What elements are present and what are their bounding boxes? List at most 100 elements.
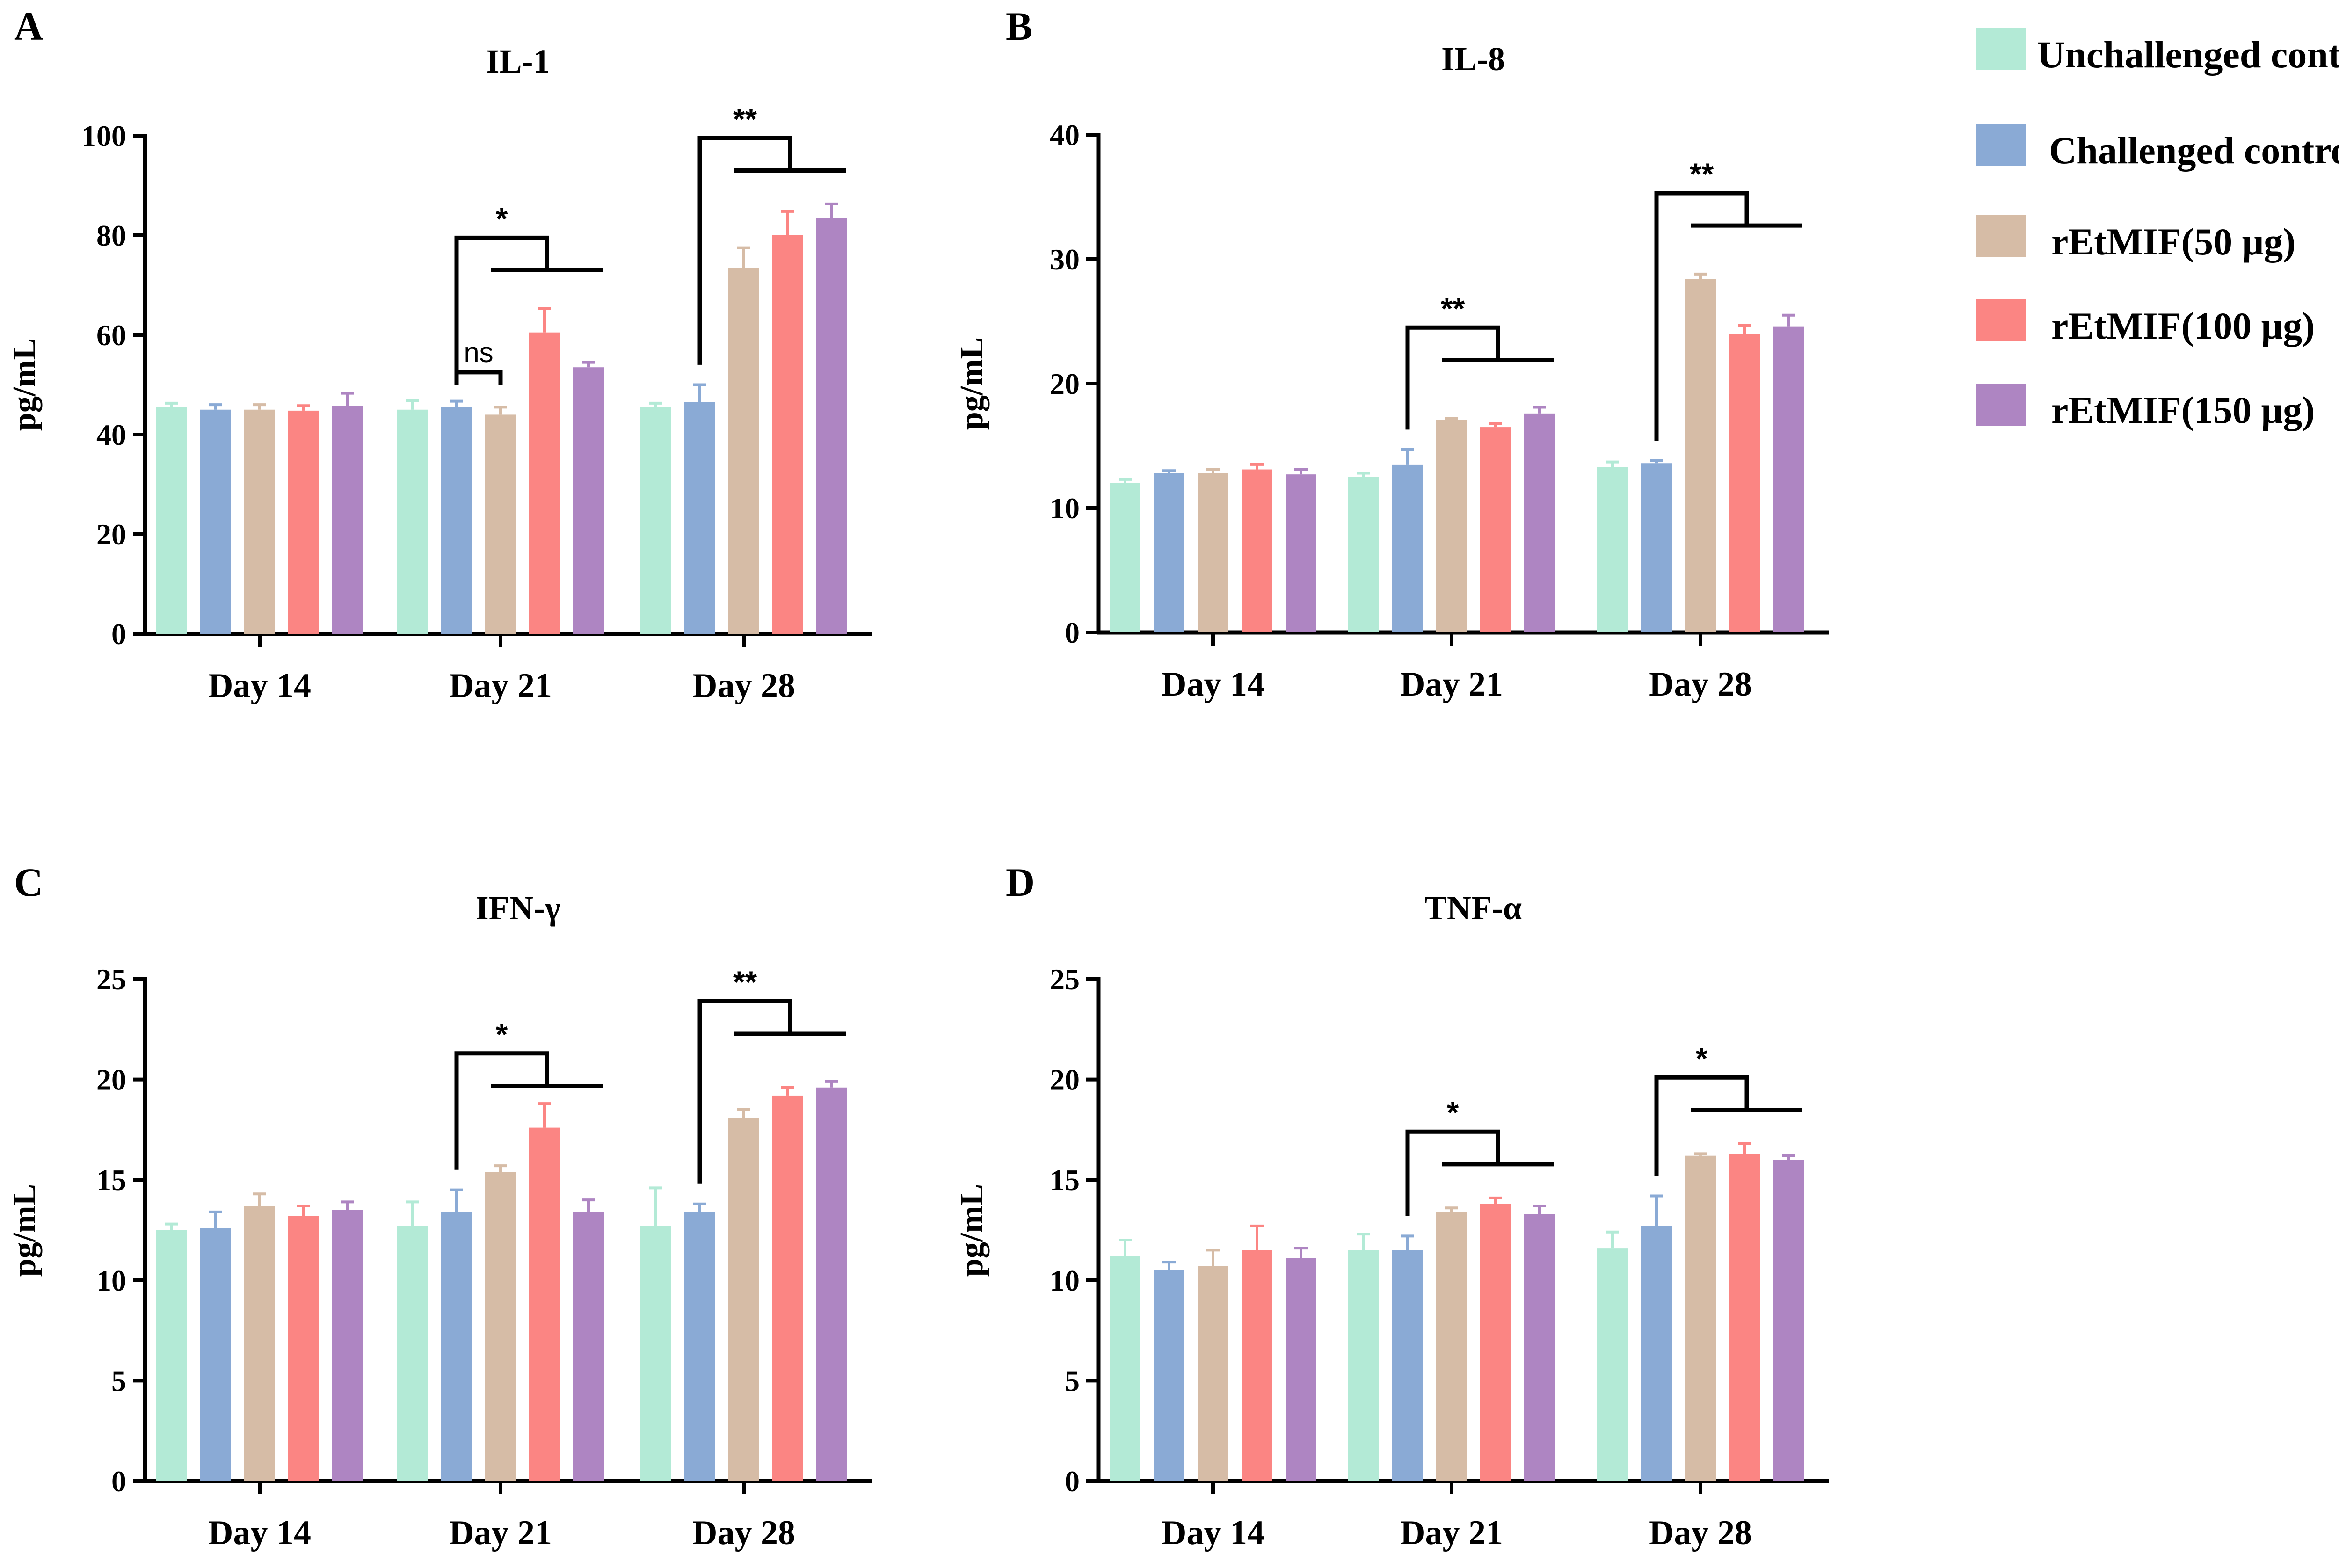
x-category-label: Day 28 [692, 1514, 795, 1552]
bar [244, 1205, 275, 1481]
x-category-label: Day 14 [1162, 665, 1264, 704]
significance-label: ** [733, 102, 757, 136]
significance-label: ns [464, 337, 493, 368]
bar [640, 407, 671, 634]
legend-item: rEtMIF(50 μg) [1976, 215, 2295, 263]
legend: Unchallenged control Challenged control rE… [1976, 28, 2339, 431]
y-tick-label: 15 [1050, 1163, 1080, 1197]
chart-panel-d: D TNF-α pg/mL 0 5 10 15 20 25 Day 14 Day 21 Day 28 *… [954, 860, 1829, 1552]
significance-bracket [1405, 1129, 1500, 1216]
significance-label: * [1447, 1095, 1459, 1130]
y-axis-title: pg/mL [954, 337, 990, 430]
bar [816, 218, 847, 634]
bar [573, 367, 604, 634]
y-tick-label: 20 [1050, 1063, 1080, 1096]
legend-item: Challenged control [1976, 124, 2339, 172]
bar [200, 409, 231, 634]
y-tick-label: 10 [96, 1264, 126, 1297]
x-category-label: Day 14 [1162, 1514, 1264, 1552]
y-tick-label: 60 [96, 319, 126, 352]
x-category-label: Day 21 [1400, 665, 1503, 704]
x-category-label: Day 14 [208, 1514, 311, 1552]
y-tick-label: 0 [111, 1465, 126, 1498]
bar [1480, 427, 1511, 632]
significance-bracket [697, 999, 792, 1184]
bar [244, 409, 275, 634]
y-tick-label: 0 [111, 617, 126, 651]
significance-label: ** [1690, 157, 1714, 191]
bar [1685, 1155, 1716, 1481]
bar [1641, 1226, 1672, 1481]
y-tick-label: 100 [81, 119, 126, 152]
bar [1242, 1250, 1272, 1481]
legend-label: rEtMIF(150 μg) [2051, 389, 2315, 431]
y-tick-label: 20 [96, 518, 126, 551]
bar [397, 1226, 428, 1481]
y-tick-label: 0 [1065, 616, 1080, 649]
y-tick-label: 25 [1050, 963, 1080, 996]
y-tick-label: 20 [1050, 367, 1080, 400]
y-tick-label: 10 [1050, 1264, 1080, 1297]
bar [1773, 1160, 1804, 1481]
y-axis-title: pg/mL [954, 1184, 990, 1277]
significance-bracket [454, 370, 503, 385]
bar [772, 1095, 803, 1481]
y-axis-title: pg/mL [7, 1184, 43, 1277]
significance-label: * [1696, 1041, 1708, 1075]
bar [1348, 1250, 1379, 1481]
y-tick-label: 40 [1050, 118, 1080, 152]
chart-panel-c: C IFN-γ pg/mL 0 5 10 15 20 25 Day 14 Day 21 Day 28 *… [7, 860, 872, 1552]
legend-label: Unchallenged control [2037, 33, 2339, 76]
y-tick-label: 0 [1065, 1465, 1080, 1498]
bar [684, 402, 715, 634]
chart-title: IL-8 [1441, 40, 1505, 78]
y-tick-label: 80 [96, 219, 126, 252]
bar [1348, 477, 1379, 632]
bar [1524, 413, 1555, 632]
panel-letter: C [14, 860, 43, 905]
significance-bracket [1654, 191, 1749, 441]
bar [1480, 1204, 1511, 1481]
bar [816, 1087, 847, 1481]
y-tick-label: 15 [96, 1163, 126, 1197]
y-tick-label: 5 [1065, 1364, 1080, 1397]
bar [200, 1228, 231, 1481]
bar [397, 409, 428, 634]
bar [156, 407, 187, 634]
bar [288, 410, 319, 634]
bar [1436, 1212, 1467, 1481]
bar [1198, 1266, 1228, 1481]
bar [728, 1118, 759, 1481]
y-tick-label: 20 [96, 1063, 126, 1096]
panel-letter: D [1006, 860, 1035, 905]
significance-label: * [496, 201, 508, 236]
x-category-label: Day 28 [692, 667, 795, 705]
legend-swatch [1976, 28, 2026, 70]
legend-swatch [1976, 124, 2026, 166]
bar [684, 1212, 715, 1481]
significance-label: * [496, 1017, 508, 1052]
legend-swatch [1976, 299, 2026, 341]
y-tick-label: 10 [1050, 492, 1080, 525]
legend-label: rEtMIF(50 μg) [2051, 220, 2295, 263]
bar [1154, 473, 1184, 632]
y-tick-label: 5 [111, 1364, 126, 1397]
legend-label: Challenged control [2049, 129, 2339, 172]
chart-title: IL-1 [486, 43, 550, 80]
bar [156, 1230, 187, 1481]
bar [640, 1226, 671, 1481]
bar [441, 1212, 472, 1481]
bar [1597, 467, 1628, 632]
x-category-label: Day 21 [449, 1514, 552, 1552]
bar [772, 235, 803, 634]
bar [1392, 464, 1423, 632]
legend-swatch [1976, 384, 2026, 426]
bar [1110, 1256, 1140, 1481]
significance-bracket [1405, 325, 1500, 430]
bar [1286, 474, 1316, 632]
bar [1154, 1270, 1184, 1481]
bar [1685, 279, 1716, 632]
bar [1641, 463, 1672, 632]
chart-panel-b: B IL-8 pg/mL 0 10 20 30 40 Day 14 Day 21 Day 28 ** *… [954, 4, 1829, 704]
